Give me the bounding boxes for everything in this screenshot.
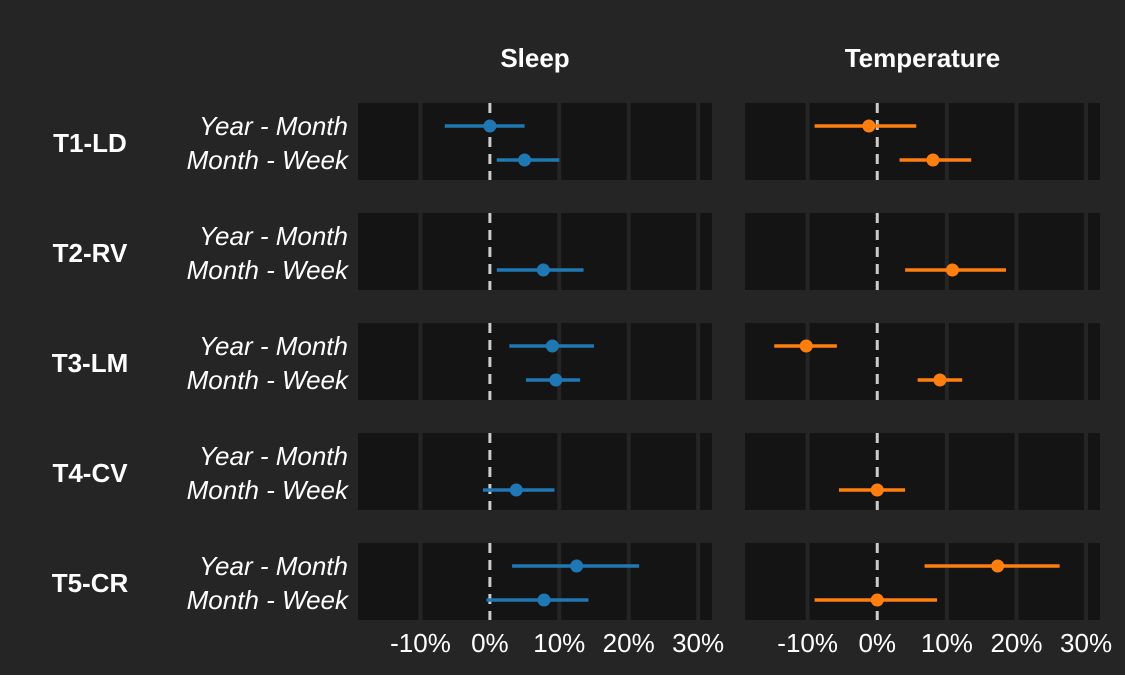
panel-background <box>745 323 1100 400</box>
point-estimate <box>536 263 550 277</box>
panel-background <box>745 433 1100 510</box>
point-estimate <box>926 153 940 167</box>
point-estimate <box>945 263 959 277</box>
group-label-t3-lm: T3-LM <box>52 348 129 378</box>
x-tick-label: 20% <box>603 628 655 658</box>
group-label-t2-rv: T2-RV <box>53 238 128 268</box>
x-tick-label: 30% <box>1060 628 1112 658</box>
row-label-month-week: Month - Week <box>187 475 350 505</box>
x-tick-label: 0% <box>858 628 896 658</box>
row-label-year-month: Year - Month <box>199 441 348 471</box>
point-estimate <box>933 373 947 387</box>
point-estimate <box>870 593 884 607</box>
panel-background <box>358 103 712 180</box>
x-tick-label: 10% <box>921 628 973 658</box>
point-estimate <box>545 339 559 353</box>
panel-background <box>358 323 712 400</box>
point-estimate <box>991 559 1005 573</box>
panel-background <box>358 543 712 620</box>
point-estimate <box>549 373 563 387</box>
panel-background <box>358 433 712 510</box>
point-estimate <box>862 119 876 133</box>
point-estimate <box>483 119 497 133</box>
point-estimate <box>509 483 523 497</box>
panel-title-temperature: Temperature <box>845 43 1001 73</box>
point-estimate <box>870 483 884 497</box>
row-label-month-week: Month - Week <box>187 585 350 615</box>
x-tick-label: 10% <box>533 628 585 658</box>
row-label-month-week: Month - Week <box>187 255 350 285</box>
point-estimate <box>537 593 551 607</box>
row-label-year-month: Year - Month <box>199 331 348 361</box>
row-label-year-month: Year - Month <box>199 221 348 251</box>
group-label-t5-cr: T5-CR <box>52 568 129 598</box>
row-label-year-month: Year - Month <box>199 111 348 141</box>
group-label-t1-ld: T1-LD <box>53 128 127 158</box>
point-estimate <box>570 559 584 573</box>
x-tick-label: -10% <box>390 628 451 658</box>
point-estimate <box>799 339 813 353</box>
row-label-month-week: Month - Week <box>187 365 350 395</box>
x-tick-label: 20% <box>990 628 1042 658</box>
x-tick-label: 30% <box>672 628 724 658</box>
row-label-year-month: Year - Month <box>199 551 348 581</box>
row-label-month-week: Month - Week <box>187 145 350 175</box>
point-estimate <box>518 153 532 167</box>
x-tick-label: -10% <box>777 628 838 658</box>
panel-background <box>745 543 1100 620</box>
panel-background <box>358 213 712 290</box>
panel-title-sleep: Sleep <box>500 43 569 73</box>
group-label-t4-cv: T4-CV <box>52 458 128 488</box>
panel-background <box>745 103 1100 180</box>
panel-background <box>745 213 1100 290</box>
x-tick-label: 0% <box>471 628 509 658</box>
